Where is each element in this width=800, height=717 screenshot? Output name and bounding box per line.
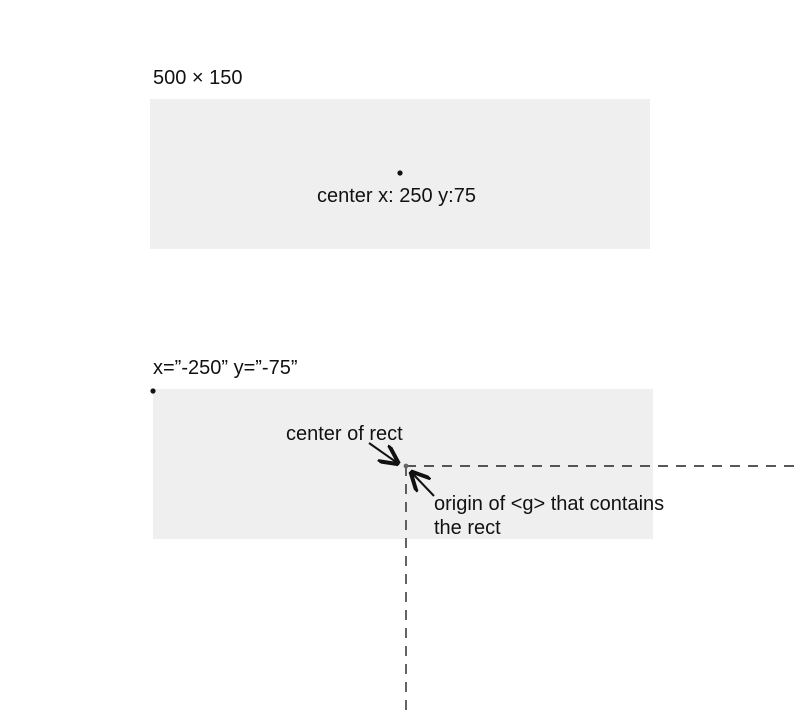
bottom-rect (153, 389, 653, 539)
center-of-rect-arrow-icon (368, 442, 396, 462)
origin-label-line-2: the rect (434, 517, 501, 539)
top-size-label: 500 × 150 (153, 67, 243, 89)
origin-arrow-icon (413, 474, 435, 497)
top-center-label: center x: 250 y:75 (317, 185, 476, 207)
origin-label-line-1: origin of <g> that contains (434, 493, 664, 515)
origin-dot (403, 463, 409, 469)
bottom-corner-dot (150, 388, 156, 394)
bottom-offset-label: x=”-250” y=”-75” (153, 357, 298, 379)
top-center-dot (397, 170, 403, 176)
center-of-rect-label: center of rect (286, 423, 403, 445)
